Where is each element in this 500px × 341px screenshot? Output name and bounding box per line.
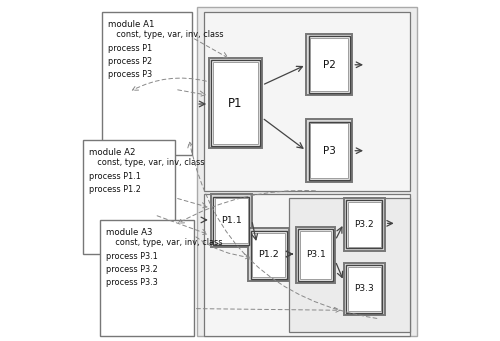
Bar <box>344 263 385 315</box>
Bar <box>212 60 260 146</box>
Bar <box>348 202 380 247</box>
Bar <box>213 62 258 144</box>
Bar <box>204 12 410 191</box>
Bar <box>248 228 289 281</box>
Bar <box>346 265 383 313</box>
Text: module A1: module A1 <box>108 20 154 29</box>
Text: module A2: module A2 <box>89 148 136 157</box>
Bar <box>100 220 194 336</box>
Text: process P2: process P2 <box>108 57 152 66</box>
Bar <box>344 198 385 251</box>
Text: module A3: module A3 <box>106 228 152 237</box>
Bar <box>289 198 410 332</box>
Bar <box>348 267 380 311</box>
Text: P1.2: P1.2 <box>258 250 279 260</box>
Bar <box>310 123 348 178</box>
Bar <box>83 140 175 254</box>
Bar <box>296 227 335 283</box>
Bar <box>308 36 350 93</box>
Text: process P1.1: process P1.1 <box>89 172 141 181</box>
Bar <box>308 122 350 180</box>
Text: P3.1: P3.1 <box>306 250 326 260</box>
Bar <box>250 231 287 279</box>
Text: P3: P3 <box>323 146 336 156</box>
Text: const, type, var, inv, class: const, type, var, inv, class <box>110 238 222 247</box>
Bar <box>211 194 252 247</box>
Text: process P3.1: process P3.1 <box>106 252 158 261</box>
Text: process P3: process P3 <box>108 70 152 79</box>
Text: P1.1: P1.1 <box>221 216 242 225</box>
Bar <box>252 233 285 277</box>
Bar <box>346 200 383 248</box>
Text: P1: P1 <box>228 97 243 110</box>
Bar <box>306 34 352 95</box>
Text: process P3.2: process P3.2 <box>106 265 158 274</box>
Text: process P1.2: process P1.2 <box>89 185 141 194</box>
Bar <box>102 12 192 155</box>
Bar <box>197 7 417 336</box>
Text: P3.2: P3.2 <box>354 220 374 229</box>
Bar <box>306 119 352 182</box>
Text: process P1: process P1 <box>108 44 152 53</box>
Bar <box>300 231 331 279</box>
Text: process P3.3: process P3.3 <box>106 278 158 287</box>
Bar <box>310 38 348 91</box>
Bar <box>298 229 333 281</box>
Bar <box>215 198 248 243</box>
Text: const, type, var, inv, class: const, type, var, inv, class <box>111 30 224 39</box>
Bar <box>204 194 410 336</box>
Bar <box>209 58 262 148</box>
Text: P3.3: P3.3 <box>354 284 374 294</box>
Text: const, type, var, inv, class: const, type, var, inv, class <box>92 158 205 166</box>
Text: P2: P2 <box>323 60 336 70</box>
Bar <box>213 197 250 245</box>
